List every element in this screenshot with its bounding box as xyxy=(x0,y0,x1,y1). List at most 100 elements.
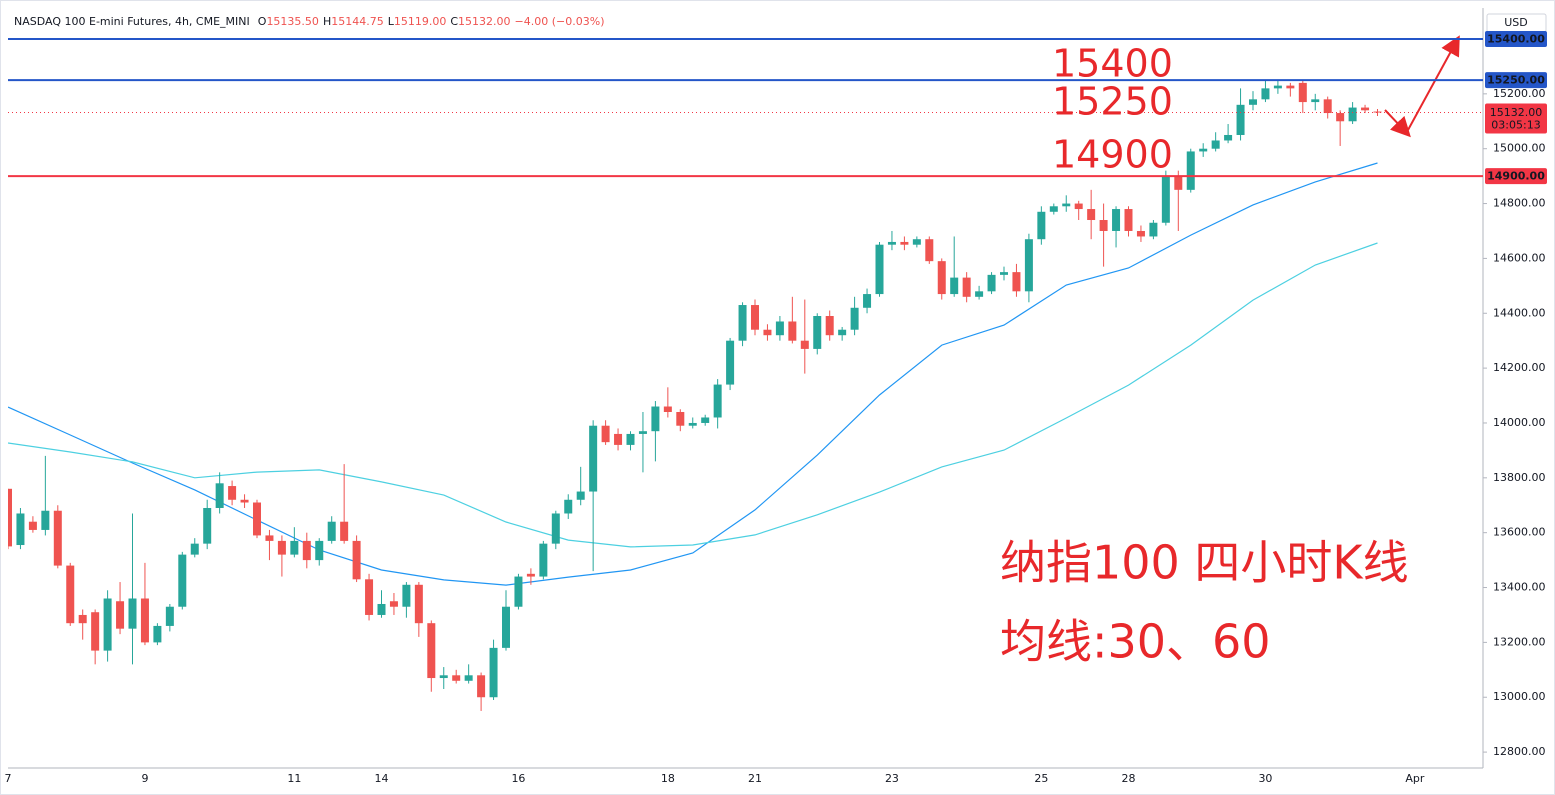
candle-body xyxy=(427,623,436,679)
candle-body xyxy=(912,239,921,245)
candle-body xyxy=(352,540,361,580)
candle-body xyxy=(215,483,224,508)
candle-body xyxy=(576,491,585,500)
ohlc-value: 15119.00 xyxy=(394,15,447,28)
ohlc-key: H xyxy=(323,15,331,28)
candle-body xyxy=(165,606,174,626)
x-tick-label: 25 xyxy=(1034,772,1048,785)
candle-body xyxy=(651,406,660,432)
ohlc-key: C xyxy=(450,15,458,28)
candle-body xyxy=(900,241,909,245)
price-label: 15132.00 xyxy=(1490,106,1543,119)
y-tick-label: 13200.00 xyxy=(1493,635,1546,648)
x-tick-label: 23 xyxy=(885,772,899,785)
candle-body xyxy=(1024,239,1033,292)
candle-body xyxy=(41,510,50,530)
candle-body xyxy=(1361,107,1370,111)
ohlc-key: O xyxy=(258,15,267,28)
level-label: 14900.00 xyxy=(1487,170,1545,183)
candle-body xyxy=(452,675,461,681)
candle-body xyxy=(539,543,548,577)
level-label: 15250.00 xyxy=(1487,74,1545,87)
candle-body xyxy=(1099,220,1108,231)
x-tick-label: 21 xyxy=(748,772,762,785)
candle-body xyxy=(489,647,498,698)
y-tick-label: 14200.00 xyxy=(1493,361,1546,374)
candle-body xyxy=(1323,99,1332,114)
x-tick-label: Apr xyxy=(1405,772,1425,785)
candle-body xyxy=(1348,107,1357,122)
candle-body xyxy=(477,675,486,698)
y-tick-label: 13000.00 xyxy=(1493,690,1546,703)
annotation: 14900 xyxy=(1052,133,1173,177)
candle-body xyxy=(340,521,349,541)
y-tick-label: 13600.00 xyxy=(1493,526,1546,539)
annotation: 15250 xyxy=(1052,80,1173,124)
candle-body xyxy=(1161,176,1170,223)
candle-body xyxy=(688,422,697,426)
candle-body xyxy=(1136,230,1145,237)
candle-body xyxy=(875,244,884,295)
candle-body xyxy=(1062,203,1071,207)
candle-body xyxy=(1273,85,1282,89)
candle-body xyxy=(1286,85,1295,89)
candle-body xyxy=(962,277,971,297)
candle-body xyxy=(800,340,809,349)
header-text: NASDAQ 100 E-mini Futures, 4h, CME_MINI O… xyxy=(14,15,605,28)
candle-body xyxy=(327,521,336,541)
x-tick-label: 9 xyxy=(141,772,148,785)
candle-body xyxy=(1112,209,1121,231)
level-label-box xyxy=(1485,30,1547,47)
candle-body xyxy=(265,535,274,541)
candle-body xyxy=(414,584,423,624)
candle-body xyxy=(1124,209,1133,231)
candle-body xyxy=(726,340,735,385)
candle-body xyxy=(887,241,896,245)
candle-body xyxy=(950,277,959,295)
candle-body xyxy=(1373,111,1382,113)
candle-body xyxy=(564,499,573,514)
moving-average xyxy=(8,162,1378,586)
candle-body xyxy=(850,307,859,330)
candle-body xyxy=(626,433,635,445)
candle-body xyxy=(551,513,560,544)
moving-average xyxy=(8,242,1378,548)
candle-body xyxy=(751,305,759,330)
y-tick-label: 13800.00 xyxy=(1493,471,1546,484)
candle-body xyxy=(8,488,12,547)
candle-body xyxy=(240,499,249,503)
candle-body xyxy=(775,321,784,336)
level-label-box xyxy=(1485,168,1547,185)
ohlc-value: 15132.00 xyxy=(458,15,511,28)
candle-body xyxy=(738,305,747,341)
y-tick-label: 15200.00 xyxy=(1493,87,1546,100)
candle-body xyxy=(116,601,125,629)
candle-body xyxy=(464,675,473,681)
ohlc-value: 15135.50 xyxy=(266,15,319,28)
candle-body xyxy=(1224,134,1233,141)
candle-body xyxy=(91,612,100,651)
candle-body xyxy=(1298,82,1307,103)
candle-body xyxy=(937,261,946,295)
candle-body xyxy=(638,431,647,434)
currency: USD xyxy=(1504,16,1528,29)
candle-body xyxy=(701,417,710,423)
candle-body xyxy=(502,606,510,648)
level-label-box xyxy=(1485,72,1547,89)
candle-body xyxy=(825,316,834,336)
candle-body xyxy=(16,513,25,546)
x-tick-label: 28 xyxy=(1122,772,1136,785)
candle-body xyxy=(178,554,187,607)
change: −4.00 (−0.03%) xyxy=(515,15,605,28)
candle-body xyxy=(190,543,199,555)
candle-body xyxy=(228,486,237,500)
candle-body xyxy=(28,521,37,530)
candle-body xyxy=(1336,113,1345,122)
candle-body xyxy=(838,329,847,336)
candle-body xyxy=(78,614,87,624)
candle-body xyxy=(1012,272,1021,292)
arrow xyxy=(1407,35,1460,131)
level-label: 15400.00 xyxy=(1487,32,1545,45)
